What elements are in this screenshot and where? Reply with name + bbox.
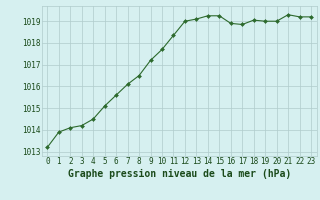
X-axis label: Graphe pression niveau de la mer (hPa): Graphe pression niveau de la mer (hPa) xyxy=(68,169,291,179)
